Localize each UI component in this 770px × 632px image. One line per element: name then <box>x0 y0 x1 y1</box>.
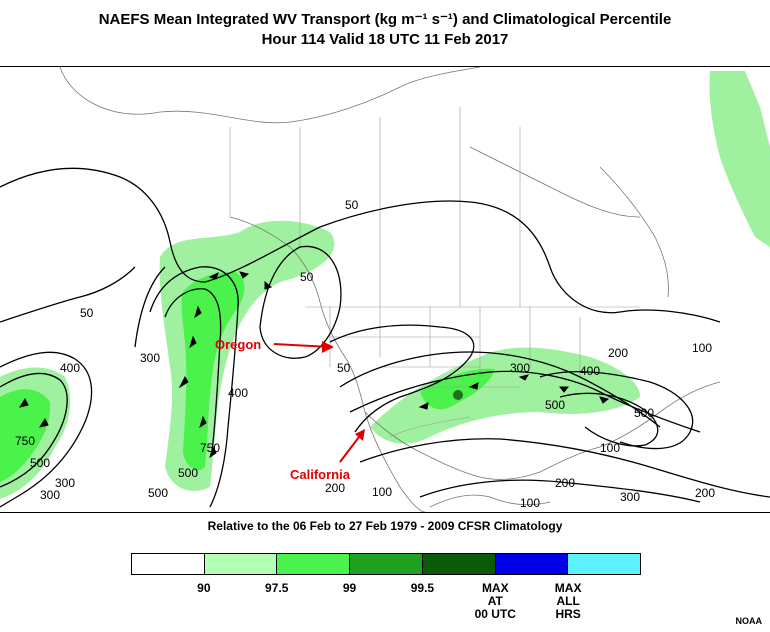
colorbar-swatch <box>203 554 277 574</box>
annotation-california: California <box>290 429 365 482</box>
contour-label-group: 50 50 50 300 400 400 300 500 750 500 750… <box>15 198 715 510</box>
contour-label: 300 <box>510 361 530 375</box>
contour-label: 300 <box>140 351 160 365</box>
contour-label: 100 <box>520 496 540 510</box>
colorbar-swatch <box>276 554 350 574</box>
oregon-label: Oregon <box>215 337 261 352</box>
contour-label: 50 <box>80 306 94 320</box>
contour-label: 750 <box>15 434 35 448</box>
contour-label: 50 <box>337 361 351 375</box>
contour-label: 750 <box>200 441 220 455</box>
colorbar-tick-label: 99.5 <box>410 581 435 595</box>
colorbar-swatch <box>349 554 422 574</box>
contour-label: 300 <box>55 476 75 490</box>
contour-label: 200 <box>555 476 575 490</box>
climatology-subtitle: Relative to the 06 Feb to 27 Feb 1979 - … <box>207 519 563 533</box>
noaa-credit: NOAA <box>735 616 763 626</box>
colorbar-tick-label: MAX ALL HRS <box>554 581 582 621</box>
contour-label: 400 <box>60 361 80 375</box>
annotation-oregon: Oregon <box>215 337 334 353</box>
colorbar-tick-label: 97.5 <box>265 581 289 595</box>
map-title-line2: Hour 114 Valid 18 UTC 11 Feb 2017 <box>261 31 509 48</box>
contour-label: 400 <box>580 364 600 378</box>
colorbar-swatch <box>494 554 568 574</box>
contour-label: 50 <box>345 198 359 212</box>
contour-label: 500 <box>634 406 654 420</box>
contour-label: 100 <box>372 485 392 499</box>
contour-label: 300 <box>620 490 640 504</box>
contour-label: 500 <box>545 398 565 412</box>
colorbar-tick-label: 99 <box>342 581 357 595</box>
colorbar-tick-label: 90 <box>197 581 211 595</box>
map-title-line1: NAEFS Mean Integrated WV Transport (kg m… <box>98 11 672 28</box>
contour-label: 300 <box>40 488 60 502</box>
contour-label: 200 <box>695 486 715 500</box>
contour-label: 200 <box>608 346 628 360</box>
contour-label: 500 <box>148 486 168 500</box>
contour-label: 400 <box>228 386 248 400</box>
coastlines <box>59 67 721 512</box>
contour-label: 50 <box>300 270 314 284</box>
colorbar-tick-label: MAX AT 00 UTC <box>474 581 516 621</box>
percentile-colorbar <box>131 553 641 575</box>
transport-vectors <box>18 271 610 459</box>
california-label: California <box>290 467 351 482</box>
ivt-map: 50 50 50 300 400 400 300 500 750 500 750… <box>0 66 770 513</box>
percentile-shading-dark <box>0 272 495 482</box>
ivt-contours <box>0 167 770 508</box>
colorbar-swatch <box>421 554 495 574</box>
contour-label: 500 <box>178 466 198 480</box>
percentile-shading <box>0 71 770 499</box>
contour-label: 100 <box>600 441 620 455</box>
colorbar-swatch <box>567 554 641 574</box>
colorbar-swatch <box>132 554 204 574</box>
contour-label: 500 <box>30 456 50 470</box>
max-transport-marker <box>453 390 463 400</box>
contour-label: 100 <box>692 341 712 355</box>
contour-label: 200 <box>325 481 345 495</box>
